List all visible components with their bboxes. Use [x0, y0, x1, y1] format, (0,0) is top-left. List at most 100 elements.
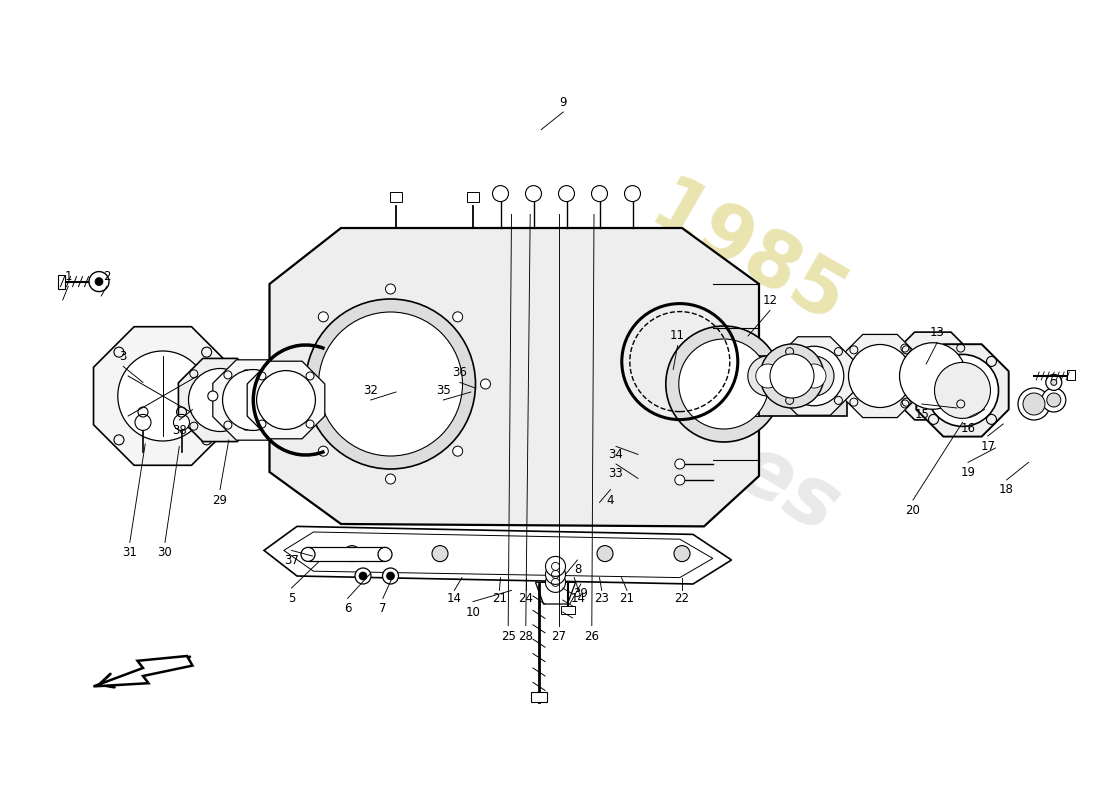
Text: 16: 16	[960, 422, 976, 434]
Bar	[192, 391, 212, 401]
Text: 27: 27	[551, 630, 566, 642]
Circle shape	[559, 186, 574, 202]
Text: 24: 24	[518, 592, 534, 605]
Text: 17: 17	[980, 440, 996, 453]
Circle shape	[679, 339, 769, 429]
Text: 33: 33	[608, 467, 624, 480]
Circle shape	[784, 346, 844, 406]
Text: 21: 21	[492, 592, 507, 605]
Circle shape	[256, 370, 316, 430]
Circle shape	[135, 414, 151, 430]
Text: 21: 21	[619, 592, 635, 605]
Circle shape	[89, 272, 109, 292]
Circle shape	[756, 364, 780, 388]
Circle shape	[771, 364, 795, 388]
Circle shape	[344, 546, 360, 562]
Bar	[57, 274, 65, 289]
Circle shape	[786, 364, 811, 388]
Text: 13: 13	[930, 326, 945, 338]
Polygon shape	[264, 526, 732, 584]
Text: 12: 12	[762, 294, 778, 306]
Text: eurospares: eurospares	[356, 217, 854, 551]
Circle shape	[95, 278, 103, 286]
Text: 18: 18	[999, 483, 1014, 496]
Circle shape	[319, 312, 462, 456]
Circle shape	[385, 474, 396, 484]
Text: 14: 14	[571, 592, 586, 605]
Circle shape	[318, 312, 328, 322]
Circle shape	[674, 475, 685, 485]
Circle shape	[748, 356, 788, 396]
Circle shape	[359, 572, 367, 580]
Circle shape	[385, 284, 396, 294]
Text: 28: 28	[518, 630, 534, 642]
Circle shape	[174, 414, 189, 430]
Circle shape	[794, 356, 834, 396]
Text: 3: 3	[120, 350, 127, 362]
Text: 2: 2	[103, 270, 110, 282]
Circle shape	[770, 354, 814, 398]
Circle shape	[674, 459, 685, 469]
Circle shape	[453, 312, 463, 322]
Circle shape	[666, 326, 782, 442]
Circle shape	[453, 446, 463, 456]
Circle shape	[118, 351, 208, 441]
Text: 31: 31	[122, 546, 138, 558]
Circle shape	[926, 354, 999, 426]
Text: 36: 36	[452, 366, 468, 378]
Circle shape	[355, 568, 371, 584]
Bar	[1067, 370, 1075, 380]
Text: 34: 34	[608, 448, 624, 461]
Circle shape	[378, 547, 392, 562]
Text: 5: 5	[288, 592, 295, 605]
Circle shape	[597, 546, 613, 562]
Circle shape	[546, 573, 565, 592]
Circle shape	[900, 342, 966, 410]
Polygon shape	[178, 358, 262, 442]
Circle shape	[935, 362, 990, 418]
Text: 22: 22	[674, 592, 690, 605]
Circle shape	[1047, 393, 1060, 407]
Text: 1: 1	[65, 270, 72, 282]
Text: 7: 7	[379, 602, 386, 614]
Circle shape	[432, 546, 448, 562]
Circle shape	[383, 568, 398, 584]
Circle shape	[222, 370, 284, 430]
Bar	[561, 606, 574, 614]
Text: 8: 8	[574, 563, 581, 576]
Text: 26: 26	[584, 630, 600, 642]
Circle shape	[493, 186, 508, 202]
Circle shape	[1046, 374, 1062, 390]
Circle shape	[481, 379, 491, 389]
Circle shape	[301, 547, 315, 562]
Text: 14: 14	[447, 592, 462, 605]
Polygon shape	[94, 326, 232, 466]
Text: 39: 39	[573, 587, 588, 600]
Polygon shape	[94, 656, 192, 686]
Polygon shape	[916, 344, 1009, 437]
Bar	[468, 192, 478, 202]
Polygon shape	[838, 334, 922, 418]
Circle shape	[785, 368, 821, 404]
Polygon shape	[212, 360, 294, 440]
Circle shape	[208, 391, 218, 401]
Circle shape	[318, 446, 328, 456]
Text: 29: 29	[212, 494, 228, 506]
Circle shape	[848, 345, 912, 407]
Circle shape	[526, 186, 541, 202]
Circle shape	[188, 369, 252, 431]
Circle shape	[290, 379, 300, 389]
Polygon shape	[889, 332, 977, 420]
Circle shape	[546, 557, 565, 576]
Text: 23: 23	[594, 592, 609, 605]
Text: a passion: a passion	[396, 250, 550, 358]
Text: 32: 32	[363, 384, 378, 397]
Polygon shape	[774, 337, 854, 415]
Circle shape	[1042, 388, 1066, 412]
Circle shape	[625, 186, 640, 202]
Circle shape	[1023, 393, 1045, 415]
Text: 30: 30	[157, 546, 173, 558]
Circle shape	[306, 299, 475, 469]
Circle shape	[674, 546, 690, 562]
Bar	[390, 192, 402, 202]
